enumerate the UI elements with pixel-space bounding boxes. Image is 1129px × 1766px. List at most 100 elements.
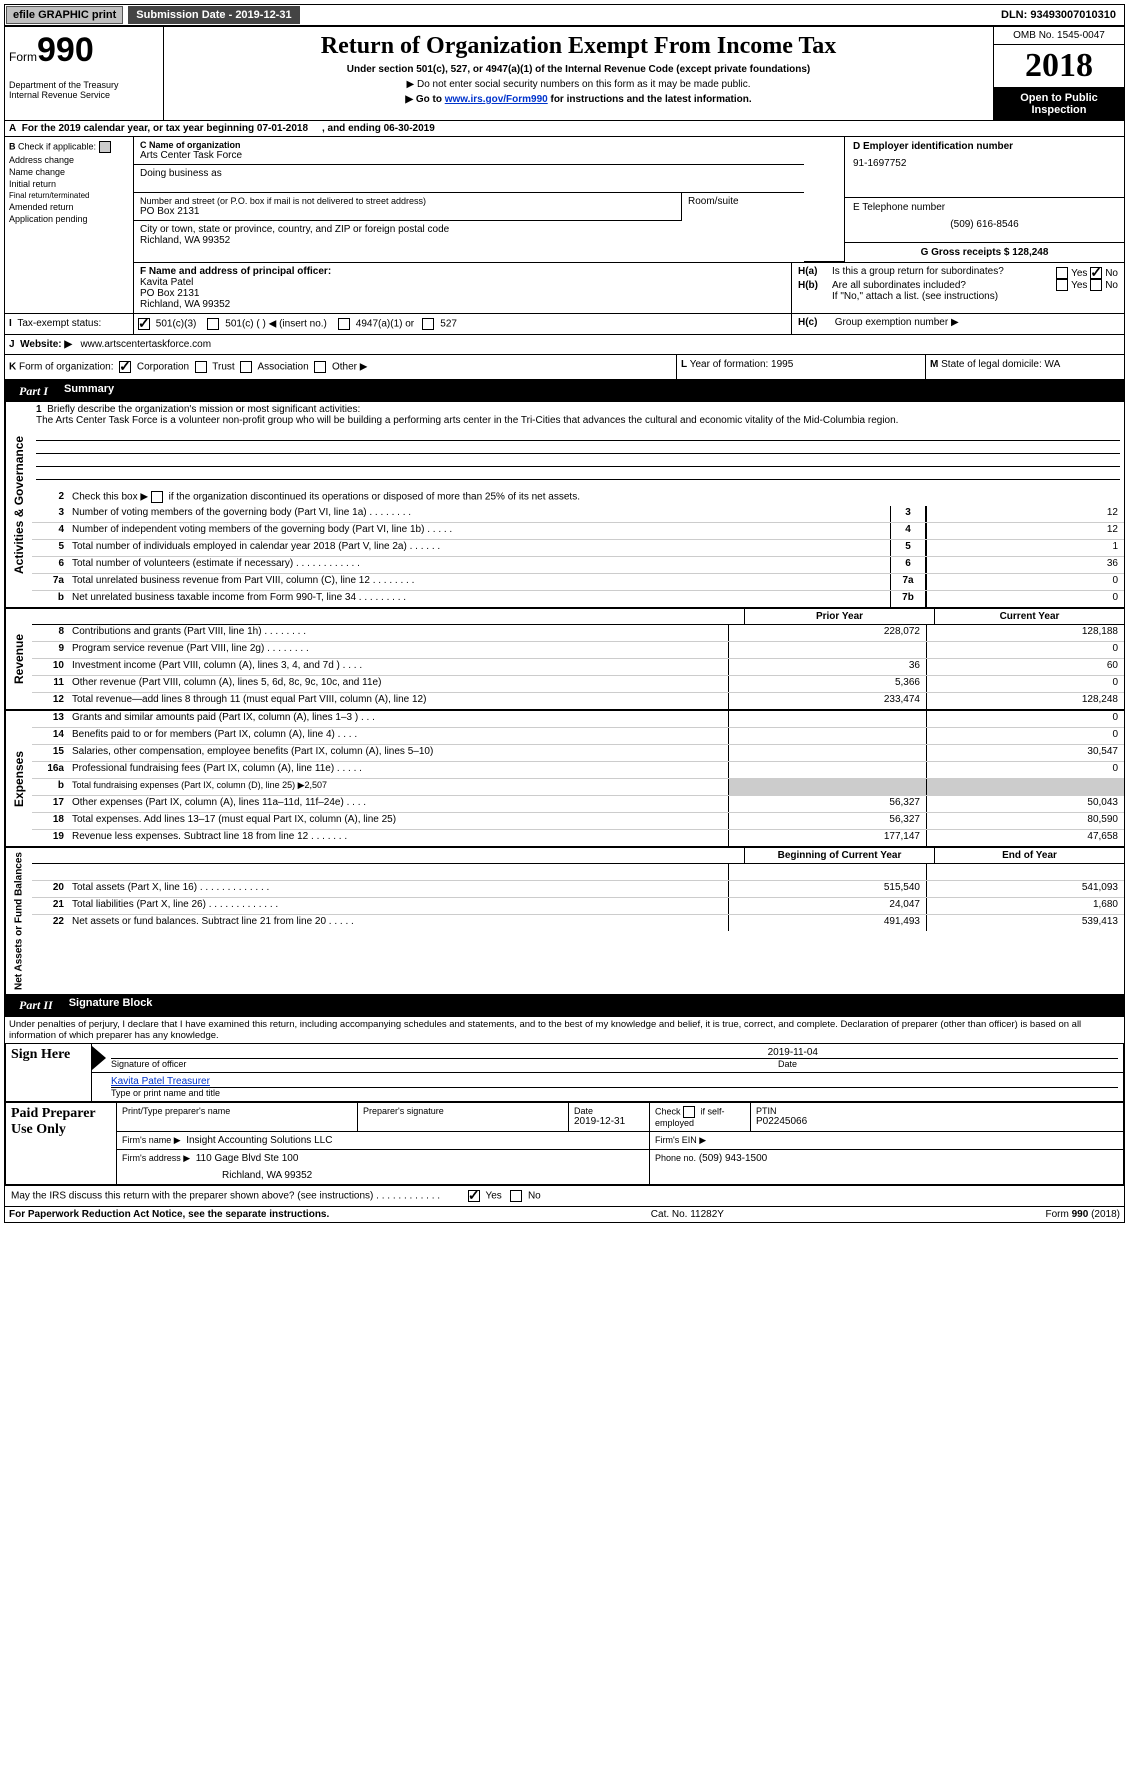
l9-prior [728,642,926,658]
b-addr-change: Address change [9,155,74,165]
m-text: State of legal domicile: WA [941,359,1060,370]
l3-desc: Number of voting members of the governin… [68,506,890,522]
f-label: F Name and address of principal officer: [140,266,331,277]
d-label: D Employer identification number [853,141,1013,152]
checkbox-icon[interactable] [195,361,207,373]
col-h: H(a) Is this a group return for subordin… [791,263,1124,313]
checkbox-icon[interactable] [240,361,252,373]
checkbox-icon[interactable] [1090,267,1102,279]
l22-curr: 539,413 [926,915,1124,931]
l14-desc: Benefits paid to or for members (Part IX… [68,728,728,744]
l19-num: 19 [32,830,68,846]
part1-label: Part I [11,383,56,400]
l8-curr: 128,188 [926,625,1124,641]
checkbox-icon[interactable] [119,361,131,373]
checkbox-icon[interactable] [138,318,150,330]
l20-num: 20 [32,881,68,897]
l7a-val: 0 [926,574,1124,590]
discuss-yes: Yes [485,1191,501,1202]
l12-num: 12 [32,693,68,709]
subtitle-2: ▶ Do not enter social security numbers o… [168,79,989,90]
underline [36,454,1120,467]
m-label: M [930,359,938,370]
l12-prior: 233,474 [728,693,926,709]
checkbox-icon[interactable] [99,141,111,153]
col-b: B Check if applicable: Address change Na… [5,137,134,313]
l13-prior [728,711,926,727]
omb-number: OMB No. 1545-0047 [994,27,1124,45]
b-amended: Amended return [9,202,74,212]
k-assoc: Association [258,362,309,373]
hb-no: No [1105,280,1118,291]
l7b-box: 7b [890,591,926,607]
checkbox-icon[interactable] [1090,279,1102,291]
firm-name-label: Firm's name ▶ [122,1135,181,1145]
discuss-row: May the IRS discuss this return with the… [5,1185,1124,1206]
dln-label: DLN: 93493007010310 [993,7,1124,23]
l11-curr: 0 [926,676,1124,692]
footer: For Paperwork Reduction Act Notice, see … [5,1206,1124,1222]
l18-desc: Total expenses. Add lines 13–17 (must eq… [68,813,728,829]
hb-yes: Yes [1071,280,1087,291]
discuss-no: No [528,1191,541,1202]
ha-yes: Yes [1071,268,1087,279]
l10-desc: Investment income (Part VIII, column (A)… [68,659,728,675]
irs-link[interactable]: www.irs.gov/Form990 [445,94,548,105]
sign-name-link[interactable]: Kavita Patel Treasurer [111,1076,210,1087]
col-c: C Name of organization Arts Center Task … [134,137,1124,313]
part2-title: Signature Block [61,997,153,1014]
checkbox-icon[interactable] [314,361,326,373]
i-label: I [9,318,12,329]
revenue-label: Revenue [5,609,32,709]
k-title: Form of organization: [19,362,114,373]
b-name-change: Name change [9,167,65,177]
ha-no: No [1105,268,1118,279]
sub3-post: for instructions and the latest informat… [548,94,752,105]
l2-desc: Check this box ▶ [72,492,148,503]
c-dba-label: Doing business as [140,168,798,189]
c-org-name: Arts Center Task Force [140,150,798,161]
checkbox-icon[interactable] [468,1190,480,1202]
l22-num: 22 [32,915,68,931]
l20-desc: Total assets (Part X, line 16) . . . . .… [68,881,728,897]
col-d-e-g: D Employer identification number 91-1697… [844,137,1124,262]
checkbox-icon[interactable] [1056,267,1068,279]
underline [36,467,1120,480]
subtitle-3: ▶ Go to www.irs.gov/Form990 for instruct… [168,94,989,105]
l-text: Year of formation: 1995 [690,359,794,370]
l4-val: 12 [926,523,1124,539]
l20-prior: 515,540 [728,881,926,897]
l14-prior [728,728,926,744]
l4-desc: Number of independent voting members of … [68,523,890,539]
header-center: Return of Organization Exempt From Incom… [164,27,993,120]
footer-right: Form 990 (2018) [1046,1209,1120,1220]
l5-desc: Total number of individuals employed in … [68,540,890,556]
l21-prior: 24,047 [728,898,926,914]
checkbox-icon[interactable] [338,318,350,330]
checkbox-icon[interactable] [151,491,163,503]
j-label: J [9,339,15,350]
l9-curr: 0 [926,642,1124,658]
i-501c3: 501(c)(3) [156,319,197,330]
l14-curr: 0 [926,728,1124,744]
l16a-curr: 0 [926,762,1124,778]
l-label: L [681,359,687,370]
b-check-if: Check if applicable: [18,141,96,151]
checkbox-icon[interactable] [422,318,434,330]
sign-officer-label: Signature of officer [111,1059,778,1069]
efile-button[interactable]: efile GRAPHIC print [6,6,123,24]
part2-label: Part II [11,997,61,1014]
checkbox-icon[interactable] [207,318,219,330]
underline [36,441,1120,454]
l13-num: 13 [32,711,68,727]
l3-num: 3 [32,506,68,522]
checkbox-icon[interactable] [683,1106,695,1118]
print-name-label: Print/Type preparer's name [122,1106,352,1116]
arrow-icon [92,1046,106,1070]
sign-date-label: Date [778,1059,1118,1069]
checkbox-icon[interactable] [510,1190,522,1202]
prep-sig-label: Preparer's signature [363,1106,563,1116]
l5-box: 5 [890,540,926,556]
checkbox-icon[interactable] [1056,279,1068,291]
l16a-desc: Professional fundraising fees (Part IX, … [68,762,728,778]
